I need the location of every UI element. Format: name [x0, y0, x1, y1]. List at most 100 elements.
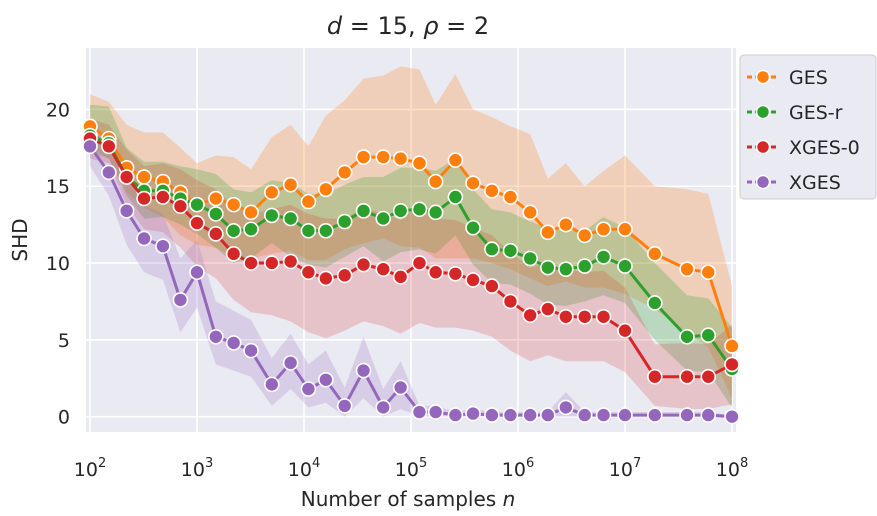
point-ges-r: [355, 203, 372, 219]
x-tick-label: 104: [288, 456, 320, 481]
x-tick-labels: 102 103 104 105 106 107 108: [74, 456, 748, 481]
series-xges-0: [82, 130, 740, 385]
point-xges-0: [447, 265, 464, 282]
point-ges: [447, 152, 464, 168]
point-xges: [447, 407, 464, 423]
point-xges-0: [576, 308, 593, 325]
point-xges: [700, 407, 717, 423]
point-ges-r: [647, 295, 663, 311]
x-axis-label-var: n: [503, 487, 516, 511]
point-xges: [118, 203, 135, 219]
point-ges-r: [263, 207, 280, 224]
point-xges-0: [392, 269, 409, 285]
point-xges: [318, 371, 334, 388]
point-xges-0: [118, 169, 135, 185]
point-xges: [155, 238, 171, 254]
point-xges: [300, 381, 317, 397]
point-xges-0: [558, 308, 574, 325]
point-xges: [263, 376, 280, 393]
point-xges-0: [595, 308, 612, 325]
point-xges-0: [540, 301, 556, 317]
point-xges: [484, 407, 500, 423]
point-ges: [392, 150, 409, 167]
point-ges-r: [465, 219, 481, 236]
point-ges-r: [484, 241, 500, 258]
point-ges: [263, 184, 280, 201]
legend: GES GES-r XGES-0 XGES: [739, 54, 877, 200]
legend-label-ges-r: GES-r: [789, 102, 843, 124]
point-xges-0: [101, 138, 117, 155]
point-xges-0: [355, 256, 372, 273]
point-xges-0: [700, 368, 717, 385]
legend-marker-ges-r: [755, 104, 771, 120]
point-ges-r: [617, 258, 633, 274]
line-xges-0: [89, 137, 733, 379]
point-ges: [484, 183, 500, 199]
point-ges: [595, 221, 612, 238]
x-tick-label: 108: [716, 456, 748, 481]
chart-title: d = 15, ρ = 2: [327, 12, 489, 40]
point-ges-r: [447, 189, 464, 205]
point-xges-0: [155, 189, 171, 205]
legend-label-xges: XGES: [789, 172, 841, 194]
point-xges: [427, 404, 444, 420]
point-ges: [679, 261, 695, 277]
point-xges: [558, 399, 574, 416]
point-ges: [465, 175, 481, 191]
point-ges-r: [700, 327, 717, 344]
point-ges-r: [502, 242, 519, 259]
point-ges: [300, 193, 317, 210]
point-ges: [724, 338, 740, 354]
point-xges: [647, 407, 663, 423]
point-xges-0: [427, 264, 444, 281]
point-ges: [375, 149, 392, 165]
point-xges-0: [225, 246, 242, 262]
point-xges: [243, 342, 259, 359]
chart-title-rho: ρ: [423, 12, 438, 40]
point-xges-0: [502, 293, 519, 310]
legend-item-xges: XGES: [747, 172, 841, 194]
x-axis-label-text: Number of samples: [301, 487, 496, 511]
y-tick-label: 0: [58, 407, 70, 429]
line-ges: [89, 125, 734, 347]
point-ges: [282, 176, 299, 193]
point-ges: [647, 246, 663, 262]
band-ges: [90, 66, 732, 399]
point-ges-r: [392, 203, 409, 219]
point-xges: [522, 407, 538, 423]
point-ges: [427, 173, 444, 190]
x-tick-label: 102: [74, 456, 106, 481]
y-tick-label: 15: [46, 176, 70, 198]
x-tick-label: 106: [502, 456, 534, 481]
point-ges-r: [540, 259, 556, 276]
point-xges: [617, 407, 633, 423]
x-tick-label: 105: [395, 456, 427, 481]
point-ges: [502, 189, 519, 205]
point-ges: [318, 181, 334, 198]
chart-title-eq1: = 15,: [342, 12, 423, 40]
y-tick-label: 10: [46, 253, 70, 275]
point-ges: [225, 196, 242, 213]
point-ges: [576, 227, 593, 244]
legend-frame: [739, 54, 877, 200]
x-axis-label: Number of samples n: [301, 487, 516, 511]
point-ges-r: [679, 328, 695, 345]
series-xges: [82, 138, 740, 425]
point-xges-0: [411, 255, 428, 271]
legend-marker-xges: [755, 174, 771, 190]
point-xges: [355, 362, 372, 379]
legend-item-ges: GES: [747, 67, 828, 89]
point-xges: [540, 407, 556, 423]
series-ges: [82, 118, 740, 354]
point-xges: [595, 407, 612, 423]
point-ges: [411, 155, 428, 171]
point-xges-0: [647, 368, 663, 385]
point-ges-r: [411, 201, 428, 218]
point-ges-r: [243, 221, 259, 238]
legend-item-ges-r: GES-r: [747, 102, 843, 124]
point-xges: [172, 292, 189, 308]
point-xges-0: [375, 261, 392, 277]
point-xges-0: [282, 253, 299, 270]
chart-title-eq2: = 2: [439, 12, 490, 40]
point-ges-r: [208, 206, 224, 222]
